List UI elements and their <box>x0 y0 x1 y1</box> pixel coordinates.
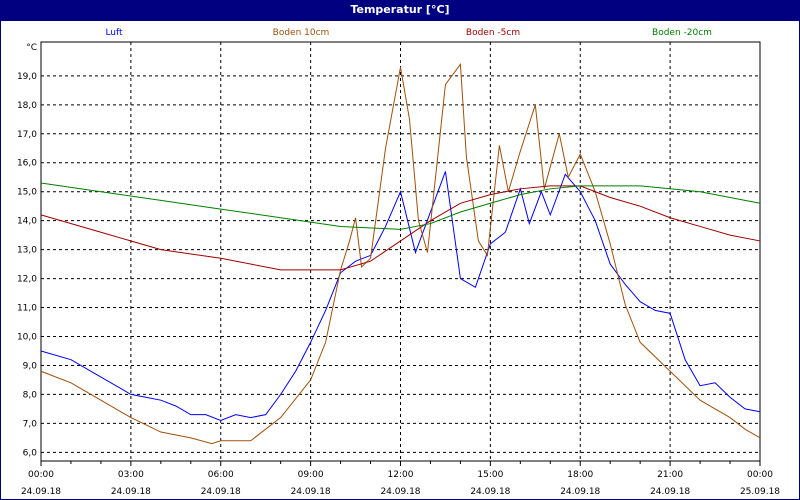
y-tick-label: 11,0 <box>17 304 37 314</box>
y-tick-label: 10,0 <box>17 332 37 342</box>
y-tick-label: 16,0 <box>17 159 37 169</box>
y-tick-label: 17,0 <box>17 130 37 140</box>
x-tick-time: 21:00 <box>657 470 683 480</box>
x-tick-date: 24.09.18 <box>650 487 690 497</box>
y-tick-label: 12,0 <box>17 275 37 285</box>
x-tick-date: 25.09.18 <box>740 487 780 497</box>
y-tick-label: 8,0 <box>23 390 38 400</box>
x-tick-date: 24.09.18 <box>470 487 510 497</box>
legend-boden-5cm: Boden -5cm <box>466 28 520 38</box>
x-tick-time: 00:00 <box>28 470 54 480</box>
y-tick-label: 6,0 <box>23 448 38 458</box>
y-axis-label: °C <box>26 43 37 53</box>
y-tick-label: 14,0 <box>17 217 37 227</box>
y-tick-label: 18,0 <box>17 101 37 111</box>
y-tick-label: 15,0 <box>17 188 37 198</box>
series-line-boden-10cm <box>40 62 761 445</box>
x-tick-date: 24.09.18 <box>111 487 151 497</box>
x-tick-date: 24.09.18 <box>21 487 61 497</box>
x-tick-time: 15:00 <box>477 470 503 480</box>
y-tick-label: 7,0 <box>23 419 38 429</box>
plot-frame <box>40 41 761 462</box>
x-tick-date: 24.09.18 <box>380 487 420 497</box>
y-tick-label: 9,0 <box>23 361 38 371</box>
x-tick-time: 18:00 <box>567 470 593 480</box>
legend-boden-10cm: Boden 10cm <box>273 28 330 38</box>
x-tick-date: 24.09.18 <box>201 487 241 497</box>
legend-boden-20cm: Boden -20cm <box>652 28 712 38</box>
x-tick-time: 12:00 <box>388 470 414 480</box>
series-line-boden-5cm <box>40 185 761 271</box>
x-tick-time: 03:00 <box>118 470 144 480</box>
y-tick-label: 19,0 <box>17 72 37 82</box>
temperature-chart: 6,0 7,0 8,0 9,0 10,0 11,0 12,0 13,0 14,0 15,0 16,0… <box>17 28 780 497</box>
x-tick-time: 00:00 <box>747 470 773 480</box>
series-line-boden-20cm <box>40 182 761 230</box>
y-tick-label: 13,0 <box>17 246 37 256</box>
legend-luft: Luft <box>105 28 123 38</box>
x-tick-date: 24.09.18 <box>560 487 600 497</box>
x-tick-time: 06:00 <box>208 470 234 480</box>
chart-title: Temperatur [°C] <box>1 1 799 21</box>
series-line-luft <box>40 171 761 421</box>
x-tick-time: 09:00 <box>298 470 324 480</box>
x-tick-date: 24.09.18 <box>291 487 331 497</box>
